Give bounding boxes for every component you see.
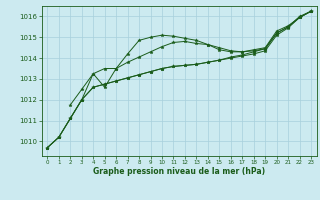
X-axis label: Graphe pression niveau de la mer (hPa): Graphe pression niveau de la mer (hPa) <box>93 167 265 176</box>
